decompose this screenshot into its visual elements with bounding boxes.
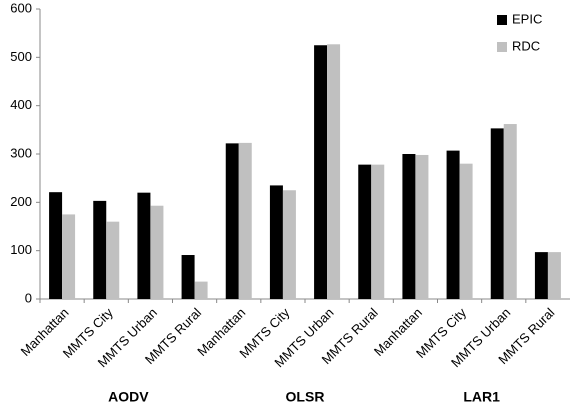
bar (150, 205, 164, 299)
y-tick-label: 300 (10, 145, 32, 160)
bar (503, 124, 517, 300)
bar (415, 154, 429, 299)
bar (106, 221, 120, 299)
bar (238, 142, 252, 299)
bar (402, 154, 416, 299)
group-label: LAR1 (463, 389, 500, 405)
bar (93, 200, 107, 299)
bar (181, 255, 195, 299)
bar (225, 143, 239, 299)
group-label: OLSR (286, 389, 325, 405)
bar (314, 45, 328, 299)
legend-swatch (497, 15, 507, 25)
bar (534, 252, 548, 299)
group-label: AODV (108, 389, 149, 405)
bar (371, 164, 385, 299)
bar (459, 163, 473, 299)
y-tick-label: 400 (10, 97, 32, 112)
y-tick-label: 100 (10, 242, 32, 257)
bar (282, 190, 296, 299)
bar (490, 128, 504, 299)
bar (137, 192, 151, 299)
y-tick-label: 200 (10, 194, 32, 209)
bar (194, 281, 208, 299)
bar (358, 164, 372, 299)
legend-swatch (497, 42, 507, 52)
bar (547, 252, 561, 299)
y-tick-label: 500 (10, 49, 32, 64)
legend-label: EPIC (512, 11, 542, 26)
bar (269, 185, 283, 299)
y-tick-label: 0 (25, 290, 32, 305)
legend-label: RDC (512, 38, 540, 53)
y-tick-label: 600 (10, 0, 32, 15)
bar (446, 150, 460, 299)
bar (62, 214, 76, 299)
bar (327, 44, 341, 300)
bar (49, 192, 63, 299)
